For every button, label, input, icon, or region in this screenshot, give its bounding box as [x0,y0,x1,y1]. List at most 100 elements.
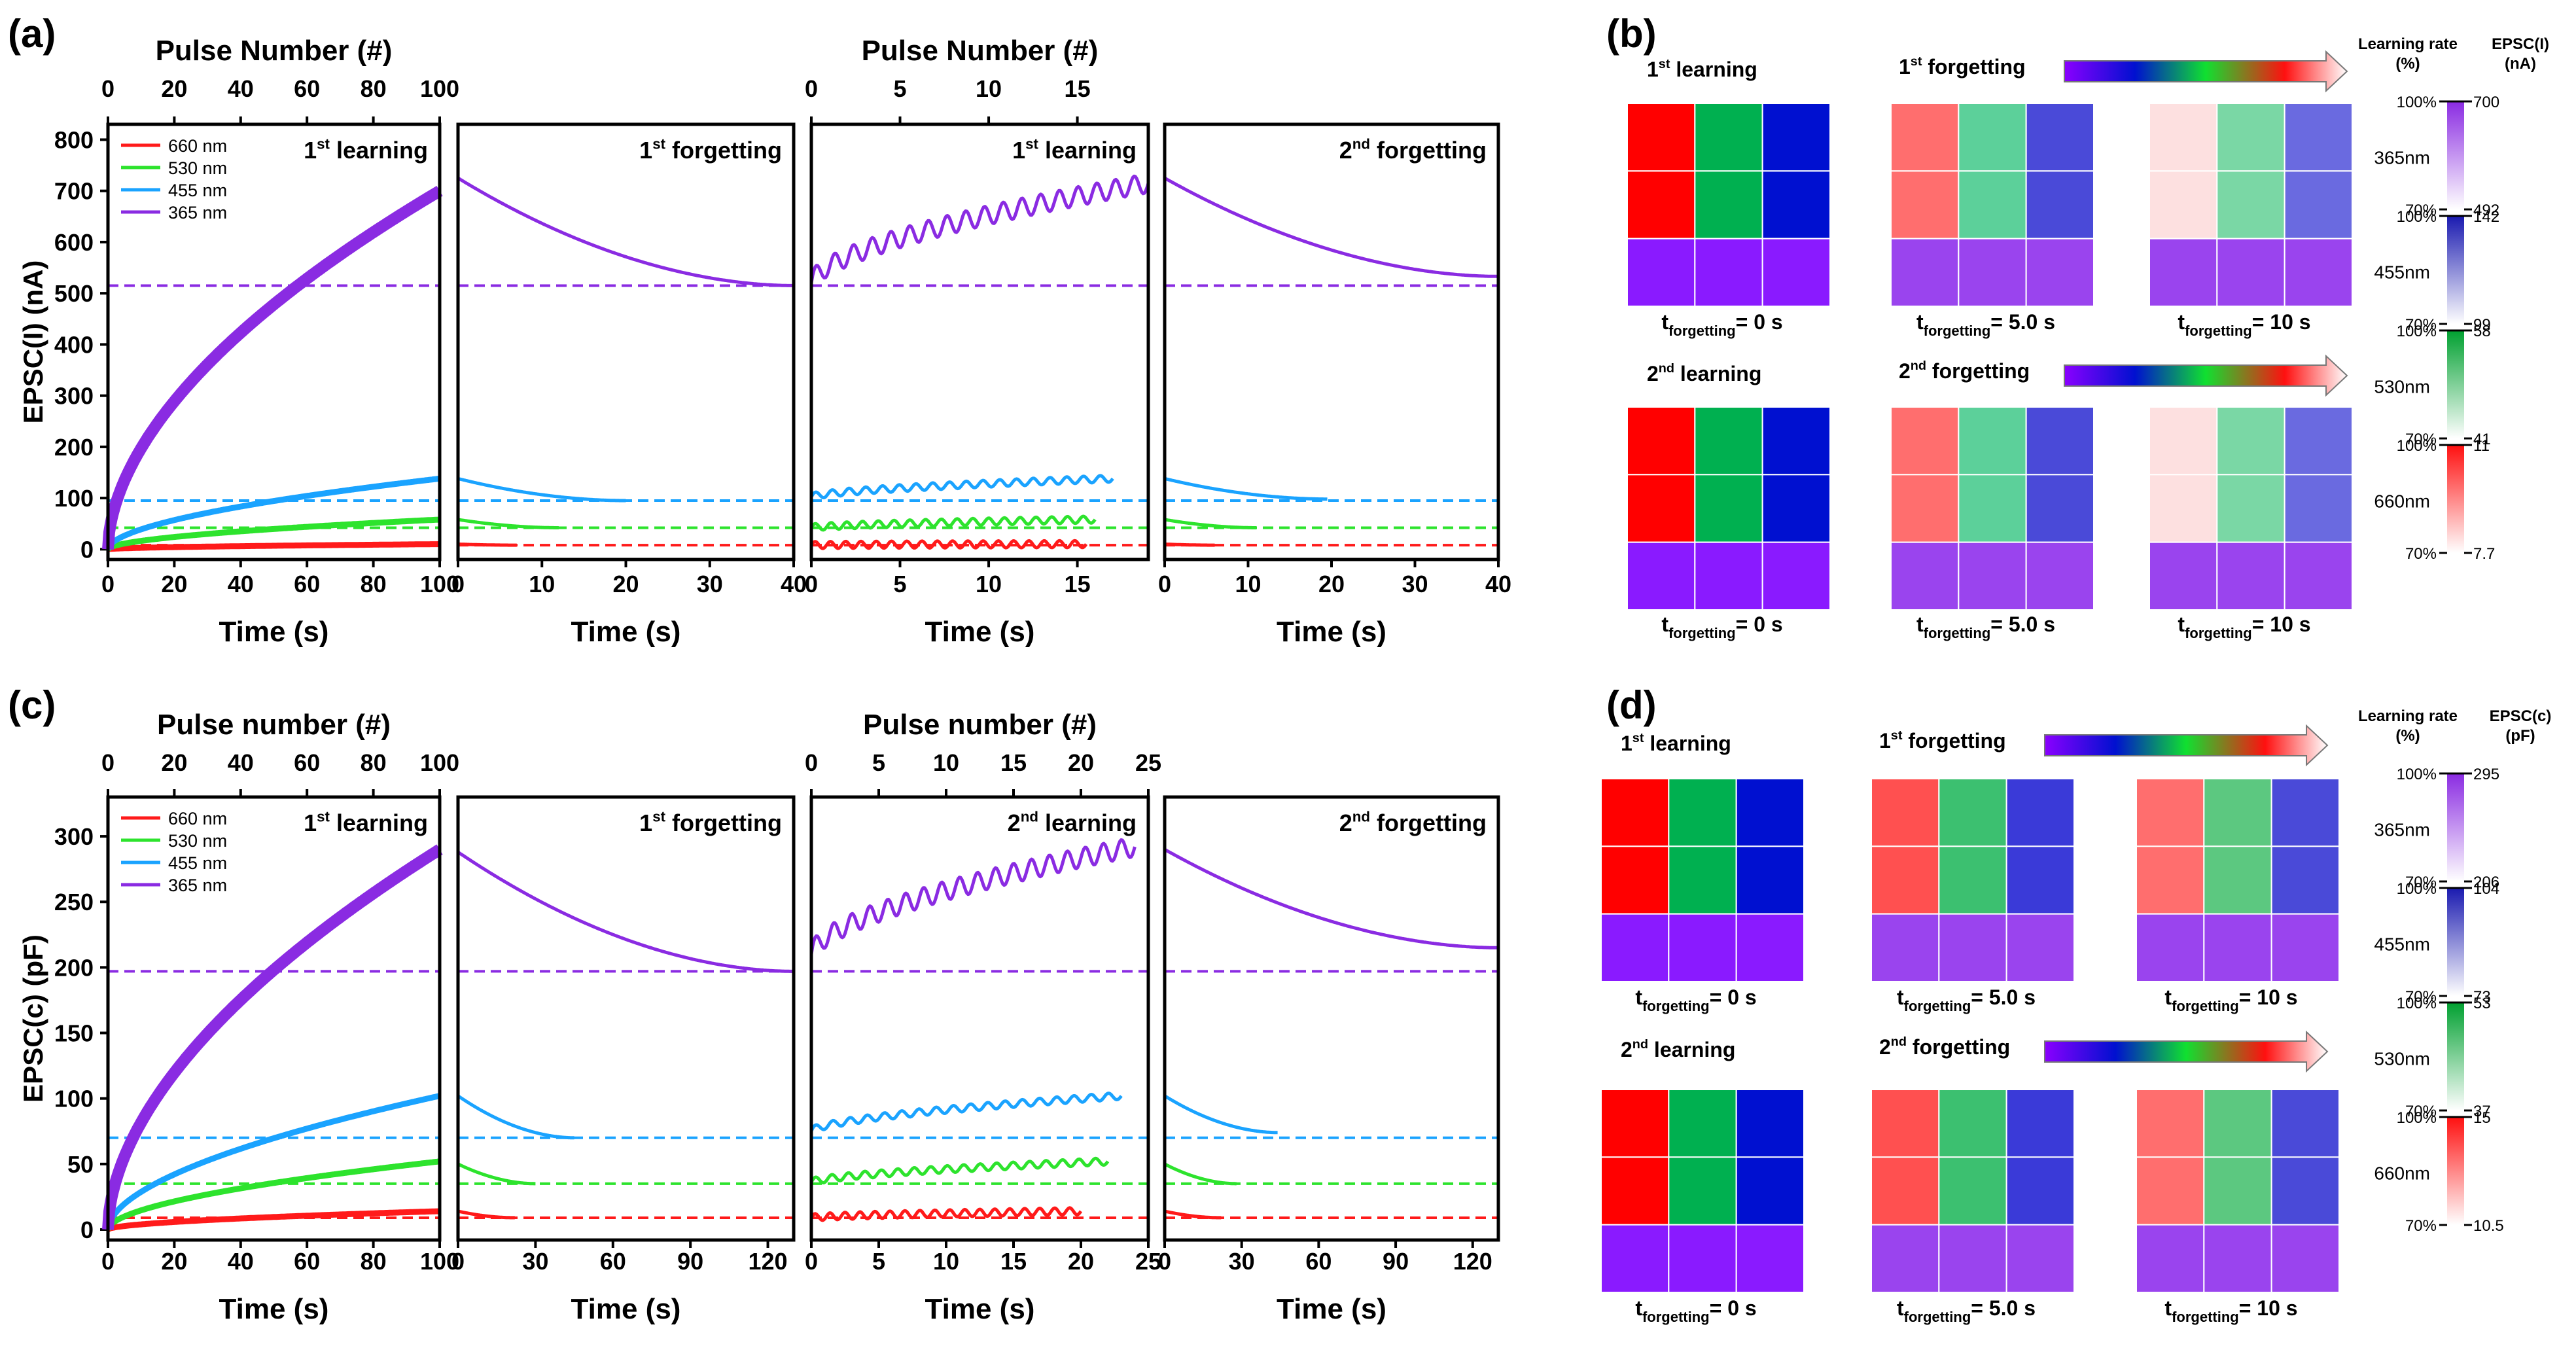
scale-label: 530nm [2374,1049,2430,1069]
heatmap-cell [2284,541,2354,611]
scale-label: 530nm [2374,377,2430,397]
x-tick-label: 15 [1000,1248,1027,1275]
grid-caption: tforgetting= 5.0 s [1897,985,2036,1014]
series-line-nm530 [105,1158,442,1231]
heatmap-cell [1938,1156,2007,1226]
row-title: 1st forgetting [1879,728,2006,753]
heatmap-cell [1938,1224,2007,1293]
x-tick-label: 0 [451,571,465,597]
heatmap-cell [1600,913,1670,982]
top-tick-label: 20 [1068,749,1094,776]
plot-frame [1163,122,1500,561]
heatmap-cell [2005,845,2075,915]
series-line-nm365 [1163,847,1499,949]
x-tick-label: 20 [612,571,639,597]
y-tick-label: 400 [54,331,94,358]
x-tick-label: 0 [805,571,818,597]
row-title: 2nd forgetting [1899,359,2030,383]
heatmap-cell [1600,845,1670,915]
x-tick-label: 120 [1453,1248,1492,1275]
heatmap-cell [2270,1224,2340,1293]
heatmap-cell [2284,238,2354,307]
series-line-nm660 [809,539,1088,550]
x-tick-label: 20 [161,1248,187,1275]
plot-frame [456,122,796,561]
x-tick-label: 40 [228,571,254,597]
heatmap-cell [1871,913,1940,982]
series-line-nm365 [457,176,794,287]
plot-frame [809,122,1150,561]
heatmap-cell [1958,238,2027,307]
top-tick-label: 10 [976,75,1002,102]
series-line-nm660 [456,542,518,547]
scale-value: 10.5 [2473,1217,2504,1235]
heatmap-cell [2025,103,2095,172]
x-tick-label: 25 [1135,1248,1161,1275]
subplot-title: 1st forgetting [639,136,782,164]
scale-value: 15 [2473,1109,2491,1127]
heatmap-cell [1871,1224,1940,1293]
heatmap-cell [2136,1156,2205,1226]
heatmap-cell [2203,913,2272,982]
heatmap-cell [2005,778,2075,847]
heatmap-cell [1668,1224,1737,1293]
scale-pct: 70% [2405,988,2437,1006]
heatmap-cell [1761,103,1831,172]
grid-caption: tforgetting= 10 s [2178,310,2310,339]
heatmap-cell [2025,474,2095,543]
heatmap-cell [1668,1089,1737,1158]
subplot-title: 1st learning [304,809,428,836]
heatmap-cell [2025,406,2095,476]
top-tick-label: 0 [805,749,818,776]
top-tick-label: 0 [101,749,115,776]
heatmap-cell [2284,170,2354,239]
heatmap-cell [2149,474,2218,543]
heatmap-cell [1735,1156,1805,1226]
heatmap-cell [1668,913,1737,982]
x-tick-label: 20 [161,571,187,597]
x-tick-label: 60 [294,1248,320,1275]
x-tick-label: 60 [600,1248,626,1275]
x-tick-label: 80 [361,571,387,597]
scale-header: (%) [2395,55,2420,73]
scale-pct: 100% [2397,995,2437,1012]
x-tick-label: 10 [1235,571,1261,597]
x-tick-label: 10 [933,1248,959,1275]
heatmap-cell [1668,1156,1737,1226]
series-line-nm365 [809,838,1137,955]
series-line-nm660 [1163,1209,1223,1220]
scale-label: 455nm [2374,934,2430,955]
y-tick-label: 800 [54,126,94,153]
x-axis-label: Time (s) [571,1293,681,1325]
scale-header: EPSC(c) [2490,707,2552,725]
heatmap-cell [2025,170,2095,239]
heatmap-cell [2149,103,2218,172]
scale-value: 7.7 [2473,545,2495,563]
heatmap-cell [2216,170,2285,239]
y-tick-label: 0 [80,536,94,563]
heatmap-cell [2005,913,2075,982]
plot-frame [1163,795,1500,1242]
color-scale-bar [2447,1117,2464,1225]
x-tick-label: 60 [1305,1248,1332,1275]
heatmap-cell [2284,474,2354,543]
x-tick-label: 20 [1318,571,1345,597]
grid-caption: tforgetting= 0 s [1635,1296,1756,1325]
top-tick-label: 80 [361,75,387,102]
y-axis-label: EPSC(c) (pF) [18,934,48,1103]
gradient-arrow [2064,50,2348,93]
series-line-nm455 [105,1093,442,1230]
x-tick-label: 0 [101,1248,115,1275]
heatmap-cell [1958,474,2027,543]
series-line-nm365 [457,851,794,973]
x-tick-label: 100 [420,571,459,597]
heatmap-panel-b: 1st learning 1st forgetting tforgetting= 0… [1627,35,2549,641]
heatmap-cell [1694,103,1763,172]
heatmap-cell [2025,238,2095,307]
heatmap-cell [1627,103,1696,172]
series-line-nm660 [809,1206,1083,1222]
heatmap-cell [2203,1089,2272,1158]
x-tick-label: 120 [748,1248,787,1275]
x-tick-label: 15 [1065,571,1091,597]
subplot-title: 1st forgetting [639,809,782,836]
